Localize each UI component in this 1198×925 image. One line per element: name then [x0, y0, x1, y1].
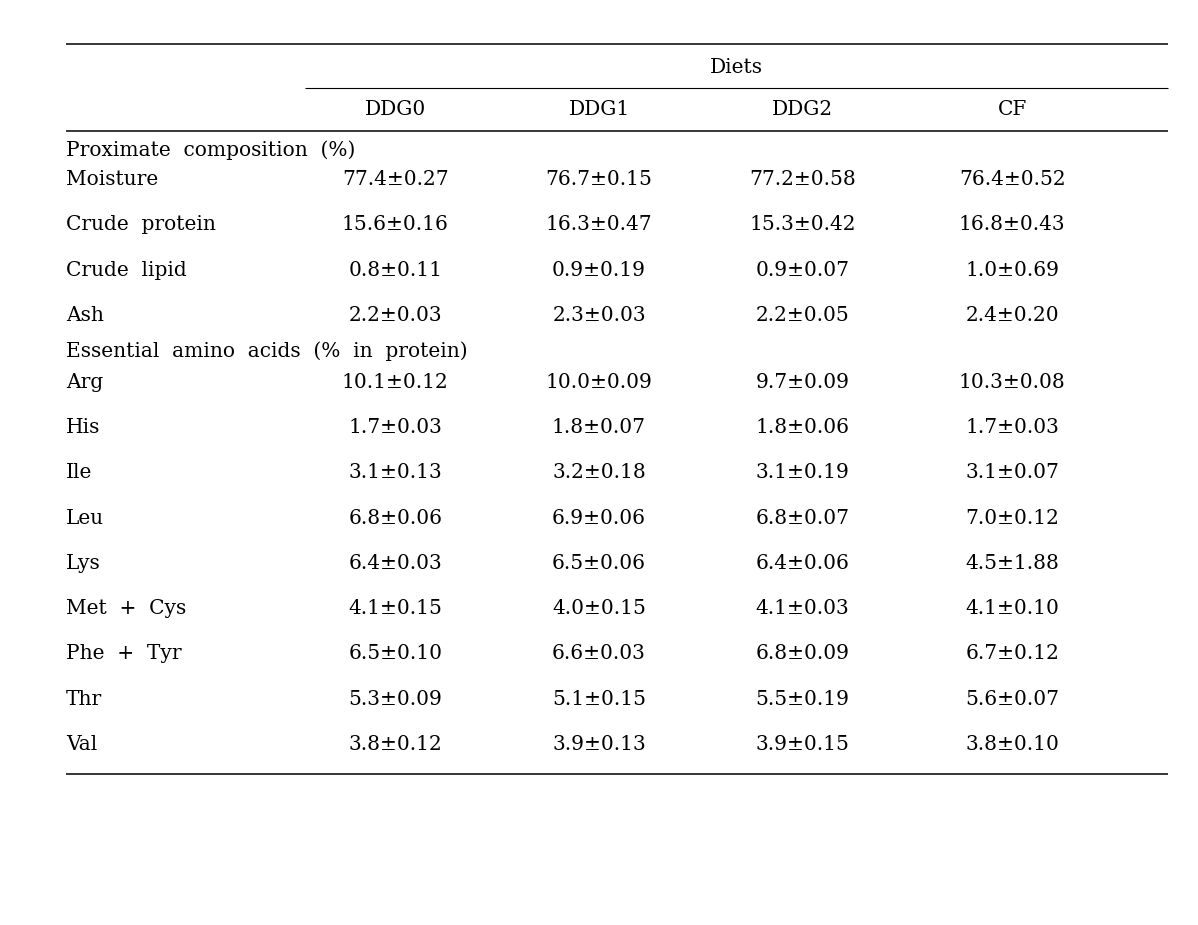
Text: 2.2±0.05: 2.2±0.05	[756, 306, 849, 325]
Text: 16.3±0.47: 16.3±0.47	[545, 216, 653, 234]
Text: DDG0: DDG0	[364, 100, 426, 118]
Text: 6.8±0.06: 6.8±0.06	[349, 509, 442, 527]
Text: 2.3±0.03: 2.3±0.03	[552, 306, 646, 325]
Text: 5.6±0.07: 5.6±0.07	[966, 690, 1059, 709]
Text: Thr: Thr	[66, 690, 102, 709]
Text: 3.1±0.07: 3.1±0.07	[966, 463, 1059, 482]
Text: Met  +  Cys: Met + Cys	[66, 599, 186, 618]
Text: Phe  +  Tyr: Phe + Tyr	[66, 645, 182, 663]
Text: 5.3±0.09: 5.3±0.09	[349, 690, 442, 709]
Text: 6.5±0.10: 6.5±0.10	[349, 645, 442, 663]
Text: 77.4±0.27: 77.4±0.27	[341, 170, 449, 189]
Text: 16.8±0.43: 16.8±0.43	[958, 216, 1066, 234]
Text: 2.2±0.03: 2.2±0.03	[349, 306, 442, 325]
Text: 4.1±0.10: 4.1±0.10	[966, 599, 1059, 618]
Text: His: His	[66, 418, 101, 437]
Text: 3.8±0.12: 3.8±0.12	[349, 735, 442, 754]
Text: 0.9±0.19: 0.9±0.19	[552, 261, 646, 279]
Text: Lys: Lys	[66, 554, 101, 573]
Text: 7.0±0.12: 7.0±0.12	[966, 509, 1059, 527]
Text: 1.8±0.06: 1.8±0.06	[756, 418, 849, 437]
Text: 5.5±0.19: 5.5±0.19	[756, 690, 849, 709]
Text: 5.1±0.15: 5.1±0.15	[552, 690, 646, 709]
Text: 3.8±0.10: 3.8±0.10	[966, 735, 1059, 754]
Text: Ash: Ash	[66, 306, 104, 325]
Text: 6.5±0.06: 6.5±0.06	[552, 554, 646, 573]
Text: CF: CF	[998, 100, 1027, 118]
Text: 6.8±0.07: 6.8±0.07	[756, 509, 849, 527]
Text: Arg: Arg	[66, 373, 103, 391]
Text: 10.3±0.08: 10.3±0.08	[958, 373, 1066, 391]
Text: 2.4±0.20: 2.4±0.20	[966, 306, 1059, 325]
Text: 15.6±0.16: 15.6±0.16	[341, 216, 449, 234]
Text: 3.2±0.18: 3.2±0.18	[552, 463, 646, 482]
Text: 6.9±0.06: 6.9±0.06	[552, 509, 646, 527]
Text: Essential  amino  acids  (%  in  protein): Essential amino acids (% in protein)	[66, 341, 467, 362]
Text: Proximate  composition  (%): Proximate composition (%)	[66, 140, 356, 160]
Text: 0.8±0.11: 0.8±0.11	[349, 261, 442, 279]
Text: 10.1±0.12: 10.1±0.12	[341, 373, 449, 391]
Text: 76.7±0.15: 76.7±0.15	[545, 170, 653, 189]
Text: 6.4±0.06: 6.4±0.06	[756, 554, 849, 573]
Text: 77.2±0.58: 77.2±0.58	[749, 170, 857, 189]
Text: 1.7±0.03: 1.7±0.03	[349, 418, 442, 437]
Text: Crude  protein: Crude protein	[66, 216, 216, 234]
Text: 6.4±0.03: 6.4±0.03	[349, 554, 442, 573]
Text: Diets: Diets	[710, 58, 763, 77]
Text: DDG1: DDG1	[568, 100, 630, 118]
Text: 3.1±0.13: 3.1±0.13	[349, 463, 442, 482]
Text: Crude  lipid: Crude lipid	[66, 261, 187, 279]
Text: Moisture: Moisture	[66, 170, 158, 189]
Text: DDG2: DDG2	[772, 100, 834, 118]
Text: 4.1±0.15: 4.1±0.15	[349, 599, 442, 618]
Text: 76.4±0.52: 76.4±0.52	[958, 170, 1066, 189]
Text: 4.0±0.15: 4.0±0.15	[552, 599, 646, 618]
Text: 3.9±0.15: 3.9±0.15	[756, 735, 849, 754]
Text: 3.1±0.19: 3.1±0.19	[756, 463, 849, 482]
Text: 6.8±0.09: 6.8±0.09	[756, 645, 849, 663]
Text: 9.7±0.09: 9.7±0.09	[756, 373, 849, 391]
Text: 0.9±0.07: 0.9±0.07	[756, 261, 849, 279]
Text: 3.9±0.13: 3.9±0.13	[552, 735, 646, 754]
Text: Leu: Leu	[66, 509, 104, 527]
Text: 4.1±0.03: 4.1±0.03	[756, 599, 849, 618]
Text: 6.6±0.03: 6.6±0.03	[552, 645, 646, 663]
Text: Val: Val	[66, 735, 97, 754]
Text: 4.5±1.88: 4.5±1.88	[966, 554, 1059, 573]
Text: 10.0±0.09: 10.0±0.09	[545, 373, 653, 391]
Text: 1.0±0.69: 1.0±0.69	[966, 261, 1059, 279]
Text: 6.7±0.12: 6.7±0.12	[966, 645, 1059, 663]
Text: 1.8±0.07: 1.8±0.07	[552, 418, 646, 437]
Text: Ile: Ile	[66, 463, 92, 482]
Text: 1.7±0.03: 1.7±0.03	[966, 418, 1059, 437]
Text: 15.3±0.42: 15.3±0.42	[750, 216, 855, 234]
